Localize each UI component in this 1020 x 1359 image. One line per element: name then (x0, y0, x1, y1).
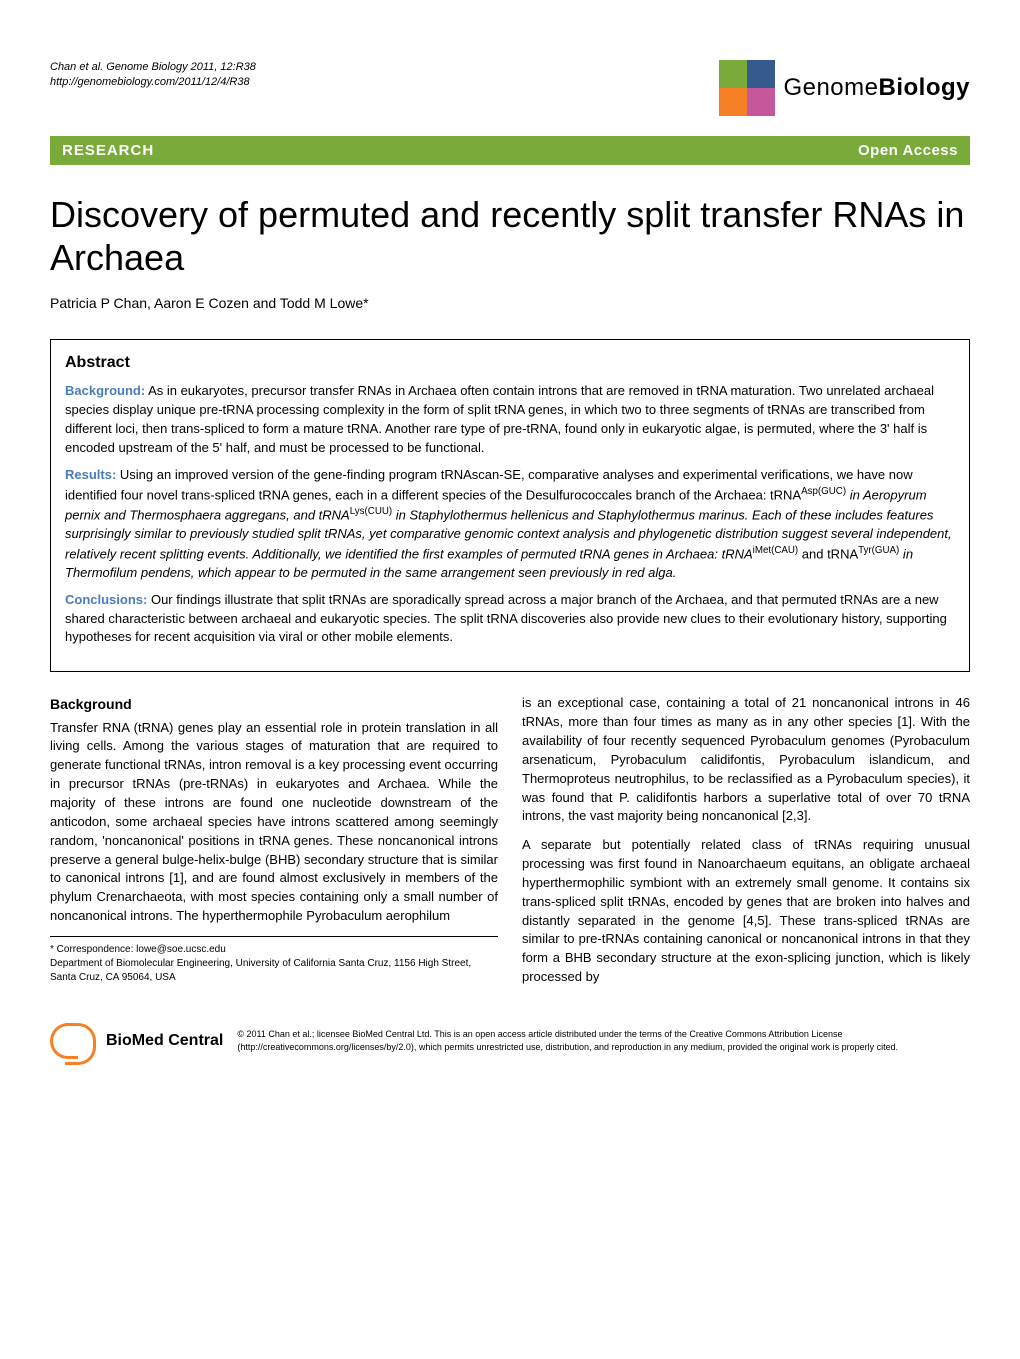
section-heading-background: Background (50, 694, 498, 714)
page-footer: BioMed Central © 2011 Chan et al.; licen… (50, 1015, 970, 1059)
category-bar: RESEARCH Open Access (50, 136, 970, 165)
abstract-conclusions-text: Our findings illustrate that split tRNAs… (65, 592, 947, 645)
abstract-results-label: Results: (65, 467, 116, 482)
citation-block: Chan et al. Genome Biology 2011, 12:R38 … (50, 60, 256, 91)
logo-squares-icon (719, 60, 775, 116)
abstract-background: Background: As in eukaryotes, precursor … (65, 382, 955, 457)
abstract-box: Abstract Background: As in eukaryotes, p… (50, 339, 970, 672)
page-header: Chan et al. Genome Biology 2011, 12:R38 … (50, 60, 970, 116)
bmc-name: BioMed Central (106, 1032, 223, 1050)
biomedcentral-logo: BioMed Central (50, 1023, 223, 1059)
body-columns: Background Transfer RNA (tRNA) genes pla… (50, 694, 970, 997)
abstract-background-text: As in eukaryotes, precursor transfer RNA… (65, 383, 934, 455)
logo-square (747, 60, 775, 88)
abstract-heading: Abstract (65, 354, 955, 372)
license-text: © 2011 Chan et al.; licensee BioMed Cent… (237, 1028, 970, 1053)
body-col1-p1: Transfer RNA (tRNA) genes play an essent… (50, 719, 498, 926)
abstract-results: Results: Using an improved version of th… (65, 466, 955, 583)
open-access-label: Open Access (858, 142, 958, 159)
body-col2-p1: is an exceptional case, containing a tot… (522, 694, 970, 826)
article-type: RESEARCH (62, 142, 154, 159)
abstract-conclusions-label: Conclusions: (65, 592, 147, 607)
correspondence-email: * Correspondence: lowe@soe.ucsc.edu (50, 943, 498, 957)
journal-logo: GenomeBiology (719, 60, 970, 116)
body-col2-p2: A separate but potentially related class… (522, 836, 970, 987)
logo-square (719, 60, 747, 88)
abstract-results-sup2: Lys(CUU) (350, 506, 392, 517)
abstract-results-t4: and tRNA (798, 546, 858, 561)
article-title: Discovery of permuted and recently split… (50, 193, 970, 279)
abstract-conclusions: Conclusions: Our findings illustrate tha… (65, 591, 955, 648)
authors: Patricia P Chan, Aaron E Cozen and Todd … (50, 295, 970, 311)
logo-square (719, 88, 747, 116)
column-left: Background Transfer RNA (tRNA) genes pla… (50, 694, 498, 997)
column-right: is an exceptional case, containing a tot… (522, 694, 970, 997)
abstract-results-t1: Using an improved version of the gene-fi… (65, 467, 913, 502)
citation-line-1: Chan et al. Genome Biology 2011, 12:R38 (50, 60, 256, 75)
bmc-parens-icon (50, 1023, 78, 1059)
journal-name-prefix: Genome (783, 74, 878, 101)
correspondence-block: * Correspondence: lowe@soe.ucsc.edu Depa… (50, 936, 498, 985)
journal-name: GenomeBiology (783, 74, 970, 102)
abstract-results-sup3: iMet(CAU) (753, 545, 799, 556)
abstract-background-label: Background: (65, 383, 145, 398)
abstract-results-sup4: Tyr(GUA) (858, 545, 899, 556)
citation-url: http://genomebiology.com/2011/12/4/R38 (50, 75, 256, 90)
abstract-results-sup1: Asp(GUC) (801, 486, 846, 497)
logo-square (747, 88, 775, 116)
journal-name-bold: Biology (879, 74, 971, 101)
correspondence-address: Department of Biomolecular Engineering, … (50, 957, 498, 985)
